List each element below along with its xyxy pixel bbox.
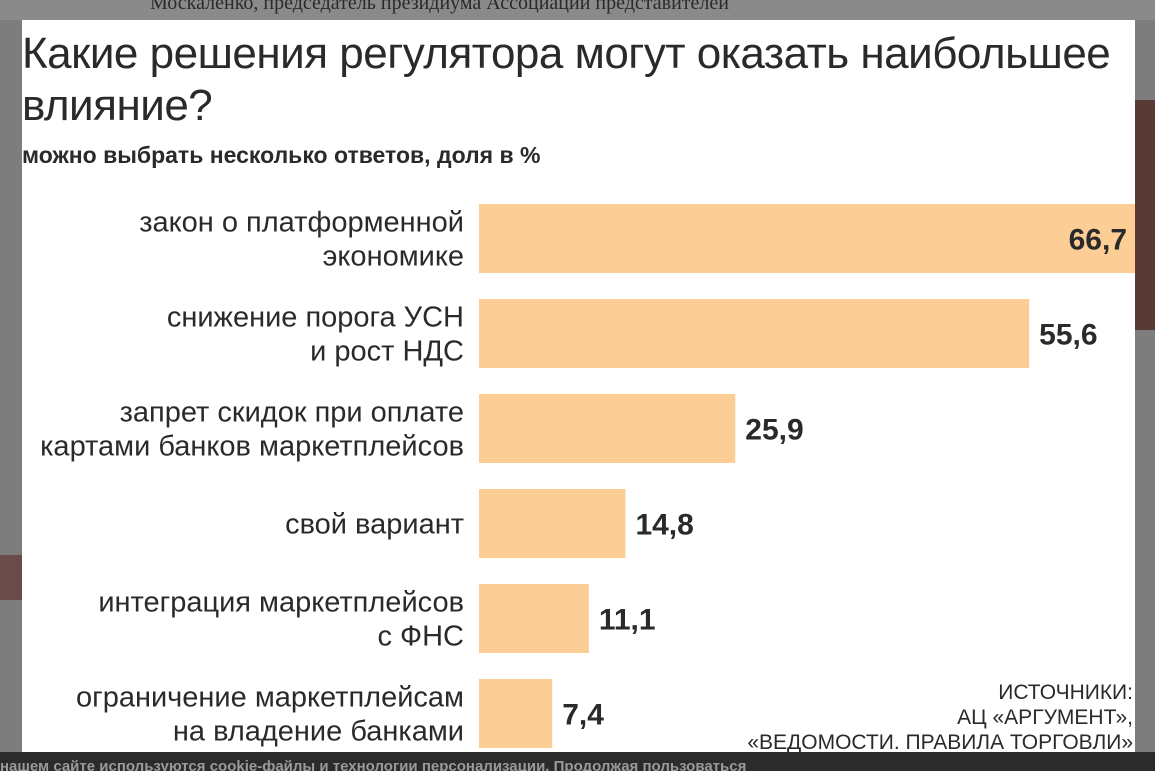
bar-value-label: 25,9 (745, 414, 803, 447)
source-note: ИСТОЧНИКИ: АЦ «АРГУМЕНТ», «ВЕДОМОСТИ. ПР… (747, 680, 1133, 752)
bar-value-label: 14,8 (635, 509, 693, 542)
background-right-image (1135, 100, 1155, 330)
category-label: картами банков маркетплейсов (40, 431, 464, 463)
cookie-banner-text: нашем сайте используются cookie-файлы и … (0, 758, 747, 771)
chart-title: Какие решения регулятора могут оказать н… (22, 29, 1111, 130)
chart-lightbox: Какие решения регулятора могут оказать н… (22, 20, 1135, 752)
category-label: с ФНС (378, 621, 465, 653)
category-label: закон о платформенной (139, 207, 464, 239)
category-label: снижение порога УСН (167, 302, 464, 334)
bar (479, 299, 1030, 368)
bar (479, 584, 589, 653)
bar (479, 204, 1135, 273)
category-label: на владение банками (173, 716, 464, 748)
background-left-banner (0, 555, 22, 600)
bar-value-label: 66,7 (1069, 224, 1127, 257)
background-article-text: Москаленко, председатель президиума Ассо… (150, 0, 729, 14)
bar (479, 489, 626, 558)
source-line: «ВЕДОМОСТИ. ПРАВИЛА ТОРГОВЛИ» (747, 731, 1133, 752)
category-label: свой вариант (285, 509, 464, 541)
chart-subtitle: можно выбрать несколько ответов, доля в … (22, 142, 541, 168)
source-line: ИСТОЧНИКИ: (998, 681, 1133, 704)
category-label: экономике (323, 241, 464, 273)
bar (479, 394, 736, 463)
bar (479, 679, 553, 748)
category-label: запрет скидок при оплате (120, 397, 464, 429)
bar-value-label: 55,6 (1039, 319, 1097, 352)
source-line: АЦ «АРГУМЕНТ», (957, 706, 1133, 729)
category-label: ограничение маркетплейсам (76, 682, 464, 714)
category-label: и рост НДС (310, 336, 464, 368)
cookie-banner[interactable]: нашем сайте используются cookie-файлы и … (0, 752, 1155, 771)
background-left-column (0, 20, 22, 752)
bar-value-label: 11,1 (599, 604, 656, 637)
category-label: интеграция маркетплейсов (98, 587, 464, 619)
bar-value-label: 7,4 (562, 699, 604, 732)
